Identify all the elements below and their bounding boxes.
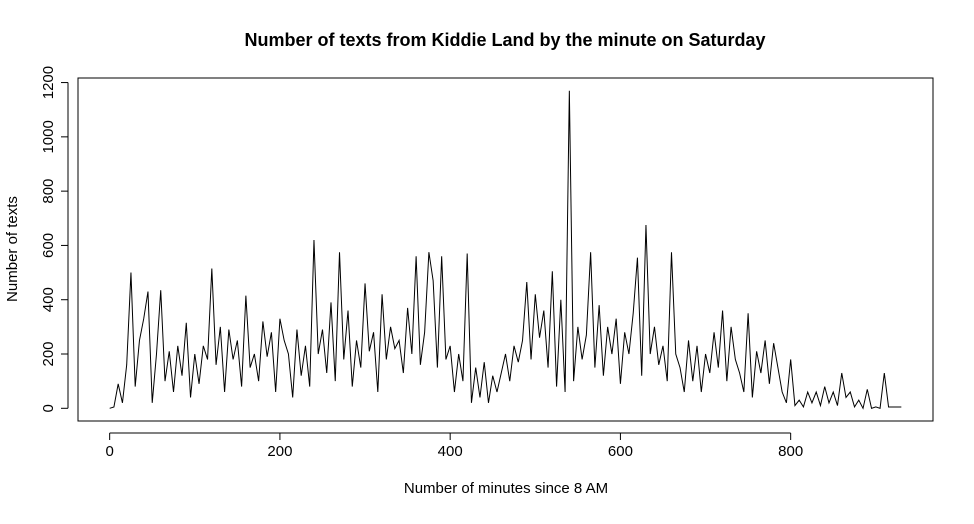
chart-title: Number of texts from Kiddie Land by the … — [244, 30, 765, 50]
y-tick-label: 1000 — [40, 120, 57, 153]
x-tick-label: 400 — [438, 443, 463, 460]
plot-frame — [77, 77, 934, 422]
x-axis-label: Number of minutes since 8 AM — [404, 480, 608, 497]
y-tick-label: 0 — [40, 404, 57, 412]
y-tick-label: 800 — [40, 179, 57, 204]
y-tick-label: 200 — [40, 341, 57, 366]
x-tick-label: 600 — [608, 443, 633, 460]
x-tick-label: 200 — [267, 443, 292, 460]
y-tick-label: 600 — [40, 233, 57, 258]
x-tick-label: 0 — [105, 443, 113, 460]
data-line — [109, 90, 902, 410]
y-tick-label: 400 — [40, 287, 57, 312]
y-tick-label: 1200 — [40, 66, 57, 99]
y-axis-label: Number of texts — [4, 196, 21, 302]
x-tick-label: 800 — [778, 443, 803, 460]
